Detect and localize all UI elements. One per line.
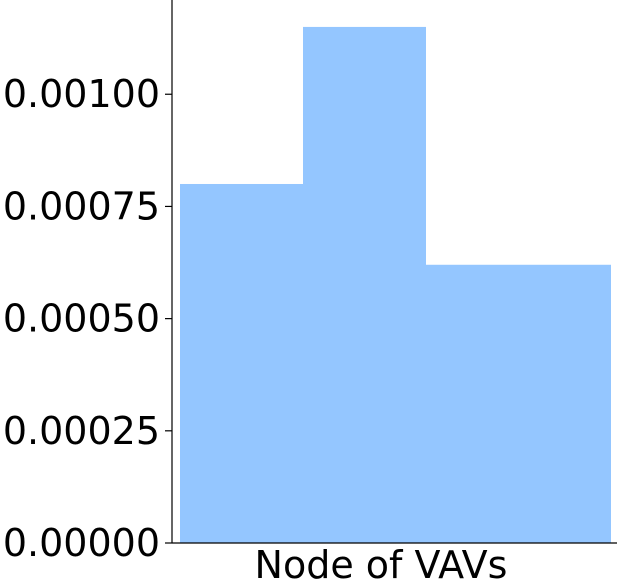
y-tick-label-0: 0.00000: [3, 521, 160, 565]
y-tick-label-1: 0.00025: [3, 409, 160, 453]
y-tick-label-4: 0.00100: [3, 72, 160, 116]
bars-group: [180, 26, 611, 544]
histogram-bar-3: [426, 264, 611, 543]
y-tick-label-3: 0.00075: [3, 184, 160, 228]
histogram-bar-2: [303, 26, 426, 544]
y-tick-label-2: 0.00050: [3, 297, 160, 341]
histogram-bar-1: [180, 183, 303, 543]
x-axis-label: Node of VAVs: [255, 543, 508, 587]
y-ticks-group: 0.00000 0.00025 0.00050 0.00075 0.00100: [3, 72, 172, 565]
